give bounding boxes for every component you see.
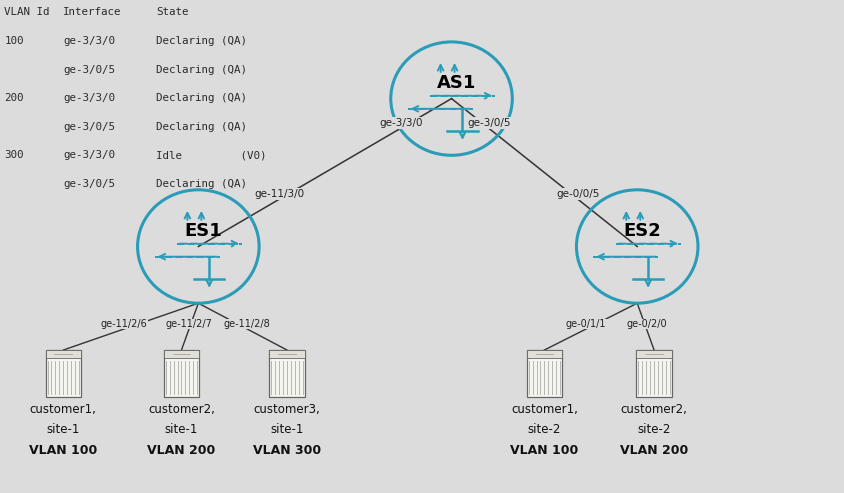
Text: AS1: AS1 xyxy=(436,74,476,92)
Text: 100: 100 xyxy=(4,36,24,46)
Bar xyxy=(46,350,81,397)
Text: Declaring (QA): Declaring (QA) xyxy=(156,36,247,46)
Bar xyxy=(269,350,305,358)
Text: 300: 300 xyxy=(4,150,24,160)
Text: Idle         (V0): Idle (V0) xyxy=(156,150,267,160)
Text: ge-11/3/0: ge-11/3/0 xyxy=(254,189,305,199)
Text: ge-11/2/8: ge-11/2/8 xyxy=(224,319,270,329)
Text: ge-3/0/5: ge-3/0/5 xyxy=(63,122,116,132)
Text: ge-3/3/0: ge-3/3/0 xyxy=(379,118,423,128)
Text: State: State xyxy=(156,7,189,17)
Text: ge-0/0/5: ge-0/0/5 xyxy=(556,189,599,199)
Text: VLAN 100: VLAN 100 xyxy=(511,444,578,457)
Text: ge-11/2/6: ge-11/2/6 xyxy=(100,319,148,329)
Text: site-1: site-1 xyxy=(270,423,304,435)
Text: Interface: Interface xyxy=(63,7,122,17)
Text: customer2,: customer2, xyxy=(148,403,215,416)
Text: VLAN 200: VLAN 200 xyxy=(148,444,215,457)
Bar xyxy=(527,350,562,358)
Text: customer3,: customer3, xyxy=(253,403,321,416)
Text: ge-3/0/5: ge-3/0/5 xyxy=(467,118,511,128)
Text: ge-0/1/1: ge-0/1/1 xyxy=(566,319,606,329)
Text: ge-11/2/7: ge-11/2/7 xyxy=(165,319,213,329)
Bar xyxy=(527,350,562,397)
Text: customer1,: customer1, xyxy=(30,403,97,416)
Text: ge-3/3/0: ge-3/3/0 xyxy=(63,93,116,103)
Bar xyxy=(269,350,305,397)
Text: ge-3/3/0: ge-3/3/0 xyxy=(63,36,116,46)
Text: ge-0/2/0: ge-0/2/0 xyxy=(626,319,667,329)
Bar xyxy=(636,350,672,397)
Text: customer1,: customer1, xyxy=(511,403,578,416)
Text: VLAN 100: VLAN 100 xyxy=(30,444,97,457)
Text: site-1: site-1 xyxy=(46,423,80,435)
Text: Declaring (QA): Declaring (QA) xyxy=(156,93,247,103)
Text: site-1: site-1 xyxy=(165,423,198,435)
Text: site-2: site-2 xyxy=(637,423,671,435)
Text: Declaring (QA): Declaring (QA) xyxy=(156,122,247,132)
Text: ge-3/3/0: ge-3/3/0 xyxy=(63,150,116,160)
Text: ES2: ES2 xyxy=(623,222,661,240)
Bar xyxy=(164,350,199,358)
Text: VLAN Id: VLAN Id xyxy=(4,7,50,17)
Bar xyxy=(164,350,199,397)
Text: VLAN 300: VLAN 300 xyxy=(253,444,321,457)
Text: customer2,: customer2, xyxy=(620,403,688,416)
Text: ES1: ES1 xyxy=(184,222,222,240)
Bar xyxy=(636,350,672,358)
Text: ge-3/0/5: ge-3/0/5 xyxy=(63,179,116,189)
Text: site-2: site-2 xyxy=(528,423,561,435)
Text: 200: 200 xyxy=(4,93,24,103)
Text: ge-3/0/5: ge-3/0/5 xyxy=(63,65,116,74)
Text: Declaring (QA): Declaring (QA) xyxy=(156,65,247,74)
Bar xyxy=(46,350,81,358)
Text: Declaring (QA): Declaring (QA) xyxy=(156,179,247,189)
Text: VLAN 200: VLAN 200 xyxy=(620,444,688,457)
